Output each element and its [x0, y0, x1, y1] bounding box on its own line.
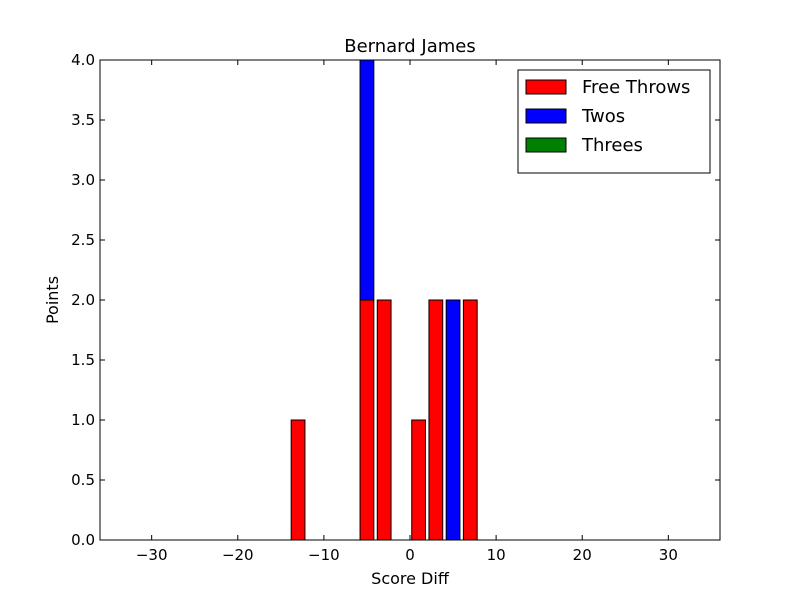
x-tick-label: 30 [659, 546, 678, 564]
y-tick-label: 1.5 [71, 351, 95, 369]
y-tick-label: 3.5 [71, 111, 95, 129]
bar-free-throws [376, 299, 392, 541]
bars-layer [290, 59, 478, 541]
x-tick-label: −20 [222, 546, 254, 564]
bar-twos [359, 59, 375, 301]
bar-free-throws [428, 299, 444, 541]
x-axis-label: Score Diff [371, 569, 450, 588]
plot-frame [99, 59, 721, 541]
bar-free-throws [290, 419, 306, 541]
bar-free-throws [462, 299, 478, 541]
y-axis-label: Points [43, 276, 62, 324]
y-tick-label: 3.0 [71, 171, 95, 189]
bar-twos [445, 299, 461, 541]
ticks-layer: −30 −20 −10 0 10 20 30 0.0 0.5 1.0 1.5 2.0 2.5 3.0 3.5… [71, 51, 720, 564]
y-tick-label: 2.0 [71, 291, 95, 309]
y-tick-label: 0.0 [71, 531, 95, 549]
bar-free-throws [411, 419, 427, 541]
chart-title: Bernard James [344, 36, 476, 57]
y-tick-label: 2.5 [71, 231, 95, 249]
bar-free-throws [359, 299, 375, 541]
y-tick-label: 4.0 [71, 51, 95, 69]
legend-swatch [525, 79, 567, 95]
legend-swatch [525, 137, 567, 153]
x-tick-label: −30 [136, 546, 168, 564]
legend-label: Twos [581, 106, 625, 127]
x-tick-label: 20 [573, 546, 592, 564]
y-tick-label: 1.0 [71, 411, 95, 429]
x-tick-label: 10 [487, 546, 506, 564]
y-tick-label: 0.5 [71, 471, 95, 489]
legend-label: Threes [581, 135, 643, 156]
legend-label: Free Throws [582, 77, 690, 98]
legend-swatch [525, 108, 567, 124]
x-tick-label: −10 [308, 546, 340, 564]
x-tick-label: 0 [405, 546, 415, 564]
legend: Free Throws Twos Threes [517, 69, 711, 174]
